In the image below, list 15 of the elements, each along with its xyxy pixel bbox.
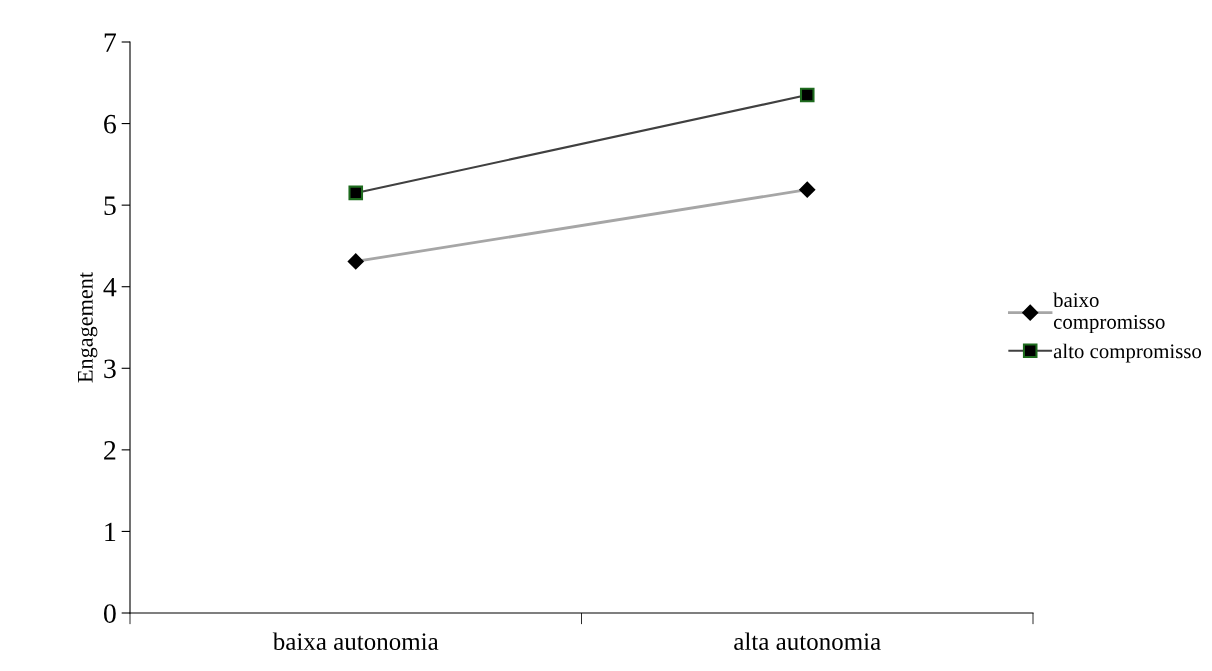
point (799, 87, 815, 103)
y-tick-label: 3 (104, 359, 116, 379)
y-tick-label: 7 (104, 33, 117, 52)
x-tick-label: baixa autonomia (272, 632, 439, 651)
point (348, 185, 364, 201)
legend-label: baixo compromisso (1053, 292, 1165, 334)
y-tick-label: 0 (103, 604, 116, 623)
y-tick-label: 2 (104, 441, 116, 460)
legend-label: alto compromisso (1053, 343, 1202, 363)
y-tick-label: 5 (104, 196, 116, 216)
y-tick-label: 6 (104, 114, 116, 134)
y-tick-label: 1 (105, 522, 116, 542)
y-axis-title: Engagement (78, 272, 98, 383)
y-tick-label: 4 (103, 278, 117, 297)
x-tick-label: alta autonomia (734, 632, 881, 651)
